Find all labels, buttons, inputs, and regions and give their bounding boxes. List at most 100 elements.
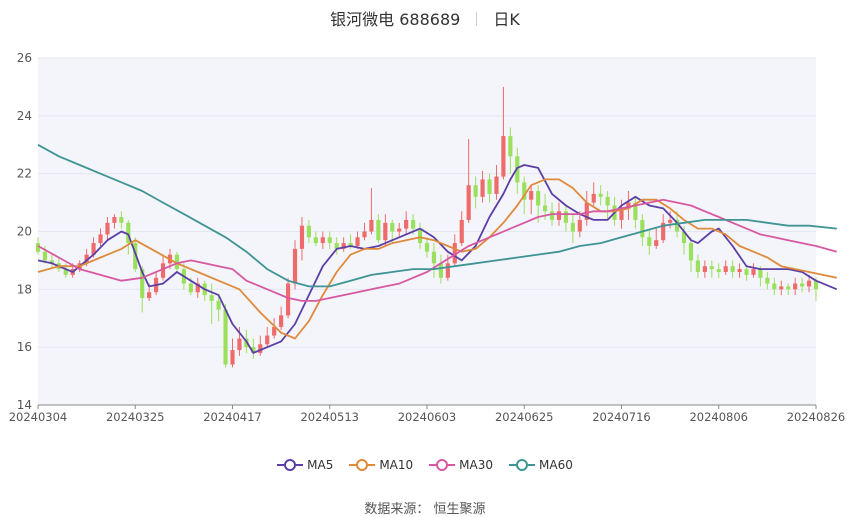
candle	[737, 263, 742, 278]
candle-body	[730, 266, 735, 272]
candle-body	[195, 283, 200, 293]
candle-body	[598, 193, 603, 197]
candle	[251, 338, 256, 359]
candle	[383, 214, 388, 246]
legend-item-ma10[interactable]: MA10	[349, 458, 413, 472]
candle	[709, 260, 714, 278]
candle-body	[716, 269, 721, 272]
candle-body	[112, 217, 117, 223]
y-tick-label: 22	[17, 167, 32, 181]
candle-body	[772, 283, 777, 290]
legend-item-ma5[interactable]: MA5	[277, 458, 333, 472]
x-tick-label: 20240826	[787, 410, 846, 424]
x-tick-label: 20240806	[689, 410, 748, 424]
candle	[563, 205, 569, 232]
candle	[806, 274, 812, 293]
candle-body	[605, 196, 610, 206]
legend-marker	[429, 459, 456, 471]
candle-body	[299, 225, 305, 249]
candle-body	[668, 219, 673, 223]
candle-body	[91, 243, 96, 255]
candle-body	[633, 202, 638, 220]
candle-body	[751, 269, 756, 275]
legend-label: MA5	[307, 458, 334, 472]
chart-title: 银河微电 688689 日K	[0, 6, 850, 30]
candle-body	[424, 243, 430, 252]
candle	[661, 214, 666, 244]
candle-body	[383, 222, 388, 241]
candle	[487, 173, 492, 203]
candle-body	[779, 286, 784, 290]
candle	[529, 185, 534, 215]
candle-body	[695, 260, 700, 272]
candle-body	[98, 234, 103, 244]
candle-body	[285, 283, 291, 316]
candle	[723, 260, 728, 275]
candle	[654, 228, 659, 249]
candle-body	[404, 219, 409, 229]
candle	[695, 254, 700, 278]
candle-body	[438, 263, 443, 278]
legend-item-ma60[interactable]: MA60	[509, 458, 573, 472]
title-separator	[476, 12, 478, 26]
candle-body	[556, 211, 562, 220]
candle	[306, 219, 311, 244]
candle	[779, 280, 784, 296]
candle-body	[411, 219, 416, 229]
candle	[216, 295, 221, 322]
candle-body	[529, 191, 534, 200]
candle	[105, 217, 110, 241]
legend: MA5 MA10 MA30 MA60	[0, 458, 850, 474]
candle-body	[536, 191, 541, 206]
candle-body	[126, 222, 131, 244]
candle-body	[473, 185, 478, 197]
candle-body	[800, 283, 805, 287]
candle	[327, 231, 332, 249]
candle	[230, 338, 235, 368]
candle-body	[445, 263, 450, 278]
candle-body	[188, 283, 193, 293]
candle-body	[681, 231, 687, 244]
x-tick-label: 20240325	[106, 410, 165, 424]
moving-average-lines	[37, 144, 838, 354]
candle	[376, 214, 381, 244]
candle-body	[376, 219, 381, 241]
candle-body	[487, 179, 492, 194]
candle-body	[251, 347, 256, 353]
candle-body	[237, 338, 242, 351]
candle-body	[84, 254, 89, 264]
candle	[570, 214, 575, 244]
candle	[292, 240, 298, 290]
candle-body	[744, 269, 749, 275]
candle	[640, 214, 645, 246]
candle-body	[327, 237, 332, 244]
x-tick-label: 20240625	[495, 410, 554, 424]
candle	[160, 254, 166, 281]
legend-item-ma30[interactable]: MA30	[429, 458, 493, 472]
candle	[355, 231, 360, 249]
candle	[35, 237, 41, 255]
candle-body	[459, 219, 464, 244]
candle	[633, 196, 638, 229]
candle	[459, 211, 464, 246]
candle-body	[480, 179, 485, 197]
y-tick-label: 18	[17, 282, 32, 296]
candle-body	[570, 222, 575, 232]
candle-body	[390, 222, 395, 232]
data-source: 数据来源： 恒生聚源	[364, 502, 486, 517]
y-tick-label: 16	[17, 340, 32, 354]
candle	[466, 138, 471, 223]
candle-body	[688, 243, 694, 261]
candle-body	[813, 280, 819, 290]
candle	[508, 127, 513, 174]
candle	[174, 251, 180, 272]
candle-body	[577, 219, 582, 232]
candle-body	[501, 136, 506, 177]
candle-body	[647, 237, 652, 246]
candle	[751, 263, 756, 278]
candle	[772, 277, 777, 296]
candle	[716, 263, 721, 278]
candle-body	[626, 202, 631, 209]
candle	[702, 260, 707, 278]
